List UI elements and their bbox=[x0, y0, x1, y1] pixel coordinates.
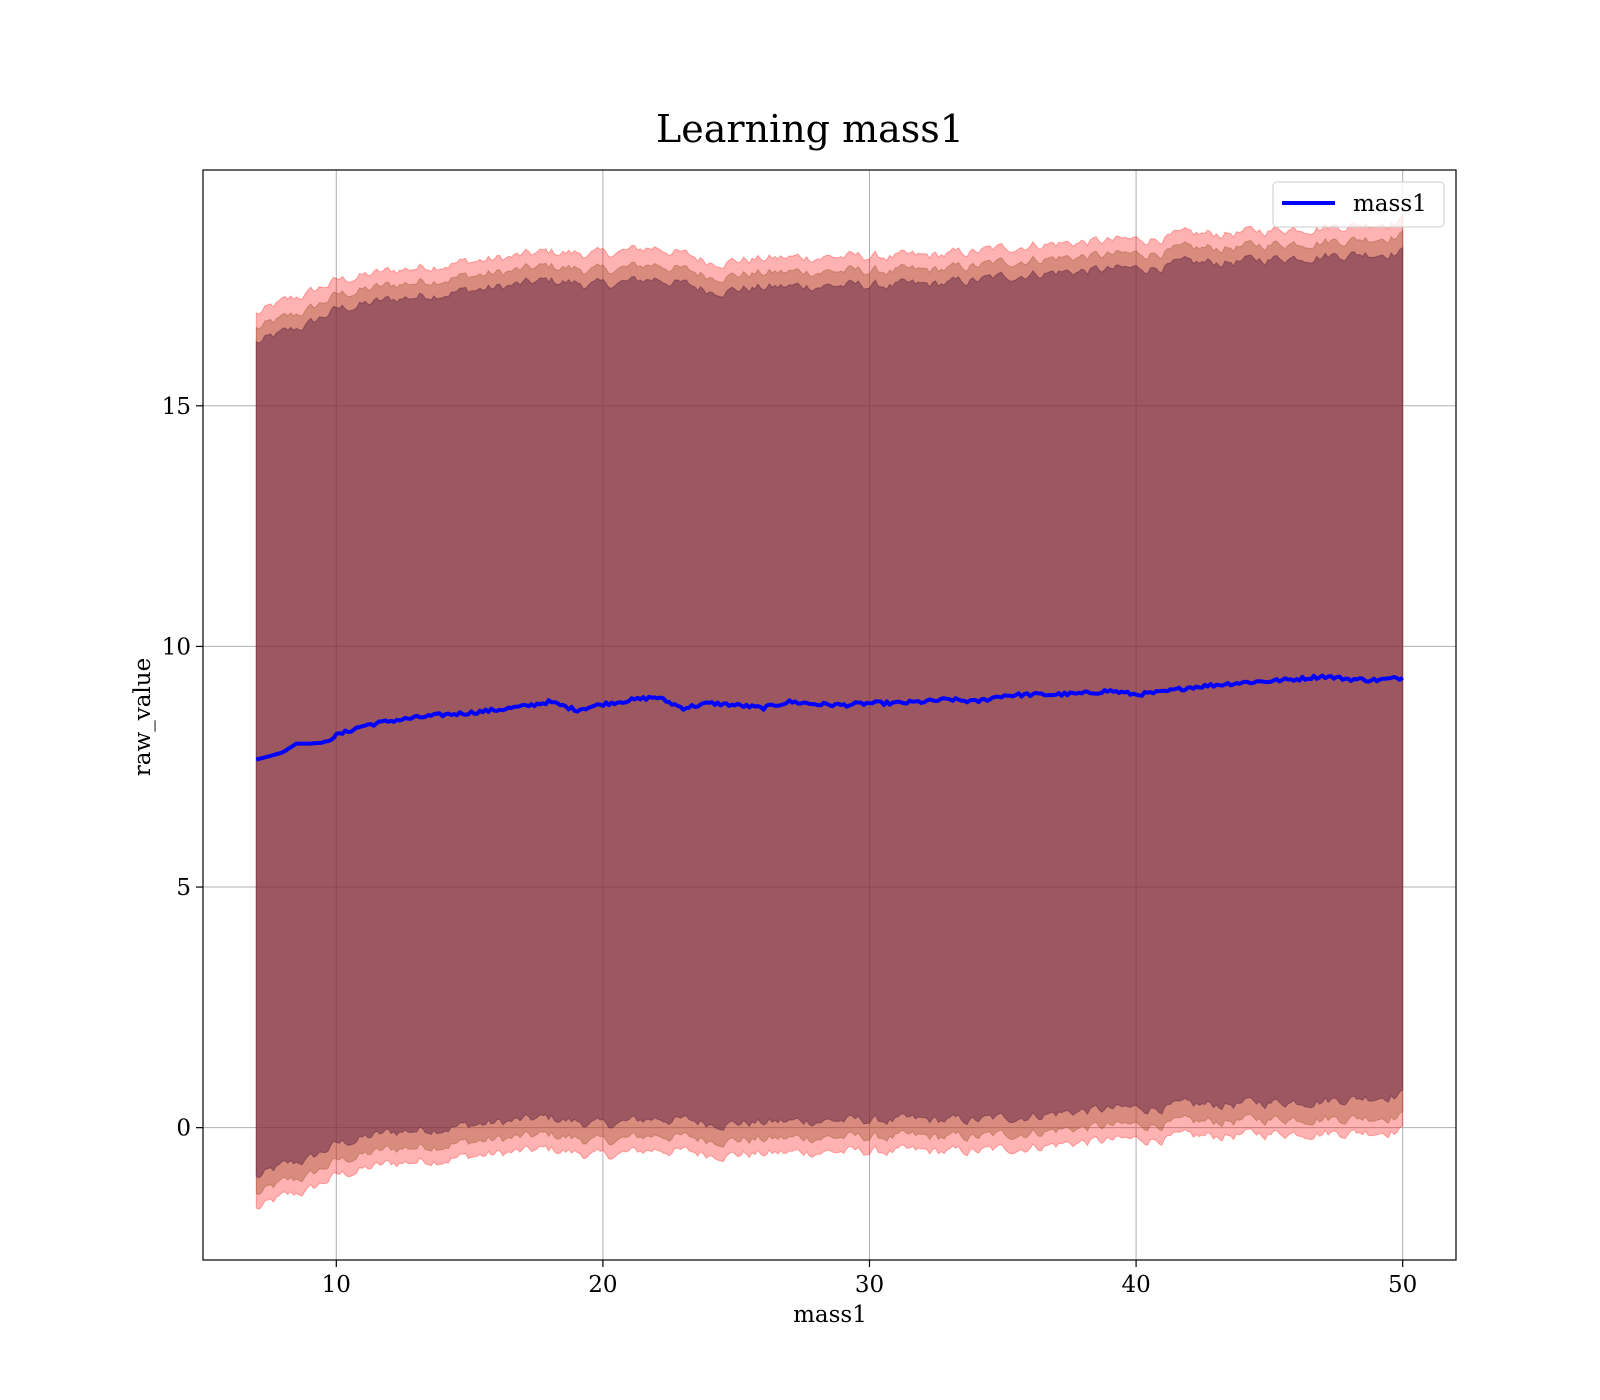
y-tick-label: 5 bbox=[176, 875, 191, 901]
axes-frame bbox=[202, 169, 1457, 1261]
legend-box bbox=[1272, 181, 1445, 228]
x-tick-label: 30 bbox=[855, 1272, 884, 1298]
x-tick-label: 40 bbox=[1121, 1272, 1150, 1298]
confidence-bands bbox=[255, 215, 1404, 1210]
x-tick-label: 20 bbox=[588, 1272, 617, 1298]
series-lines bbox=[255, 673, 1404, 762]
y-tick-label: 15 bbox=[162, 394, 191, 420]
legend: mass1 bbox=[1272, 181, 1445, 228]
x-tick-label: 50 bbox=[1388, 1272, 1417, 1298]
y-axis-label: raw_value bbox=[130, 658, 156, 776]
y-axis-ticks: 0 5 10 15 bbox=[162, 394, 203, 1142]
x-tick-label: 10 bbox=[322, 1272, 351, 1298]
series-line-mass1 bbox=[255, 673, 1404, 762]
legend-label-mass1: mass1 bbox=[1353, 191, 1427, 217]
confidence-band-3 bbox=[255, 246, 1404, 1179]
y-tick-label: 0 bbox=[176, 1116, 191, 1142]
chart-title: Learning mass1 bbox=[656, 107, 964, 151]
plot-area bbox=[202, 169, 1457, 1261]
y-tick-label: 10 bbox=[162, 634, 191, 660]
x-axis-ticks: 10 20 30 40 50 bbox=[322, 1260, 1417, 1298]
x-axis-label: mass1 bbox=[793, 1302, 867, 1328]
